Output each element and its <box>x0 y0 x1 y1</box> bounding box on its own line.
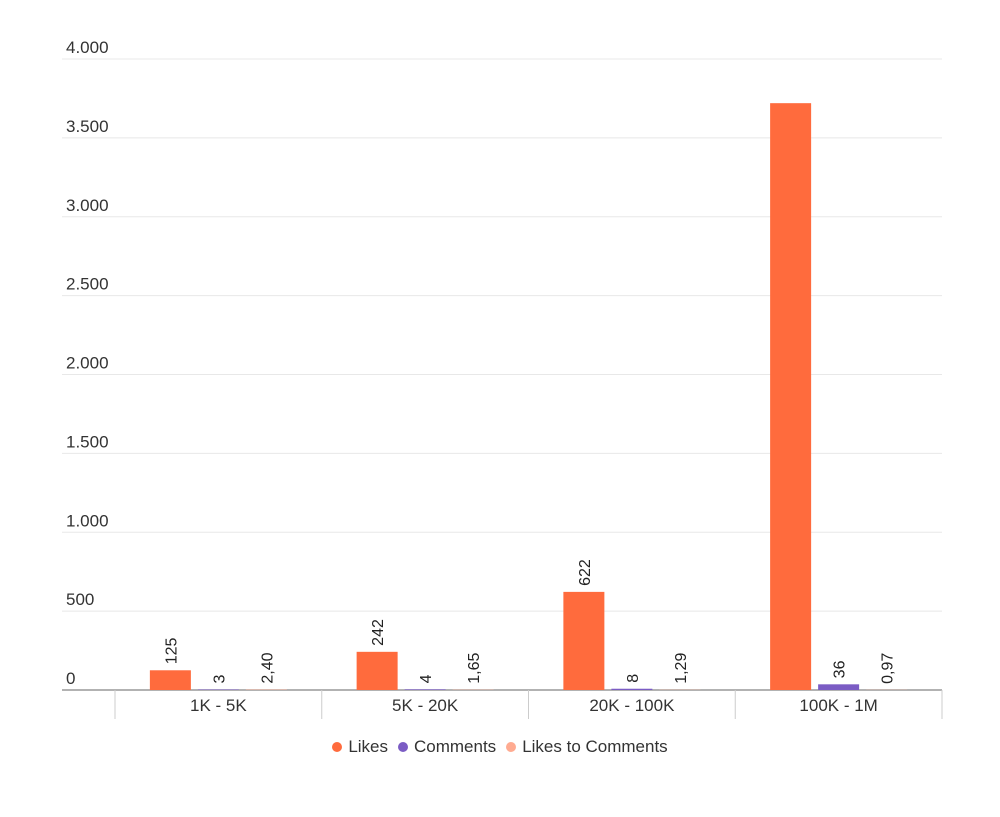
data-label: 36 <box>832 660 849 678</box>
legend-label-likes-to-comments: Likes to Comments <box>522 737 668 756</box>
legend-label-comments: Comments <box>414 737 497 756</box>
y-tick-label: 500 <box>66 590 94 609</box>
legend-item-comments[interactable]: Comments <box>398 737 496 757</box>
y-tick-label: 3.500 <box>66 117 109 136</box>
data-label: 1,29 <box>673 653 690 684</box>
legend-label-likes: Likes <box>348 737 388 756</box>
y-tick-label: 0 <box>66 669 75 688</box>
bar <box>404 689 446 690</box>
bar <box>818 684 860 690</box>
legend: Likes Comments Likes to Comments <box>0 737 1000 757</box>
data-label: 2,40 <box>259 652 276 683</box>
data-label: 1,65 <box>466 652 483 683</box>
y-tick-label: 2.000 <box>66 354 109 373</box>
y-tick-label: 1.500 <box>66 432 109 451</box>
legend-item-likes[interactable]: Likes <box>332 737 388 757</box>
data-label: 8 <box>625 674 642 683</box>
data-label: 3 <box>211 675 228 684</box>
y-tick-label: 4.000 <box>66 38 109 57</box>
y-tick-label: 3.000 <box>66 196 109 215</box>
legend-swatch-comments <box>398 742 408 752</box>
x-tick-label: 5K - 20K <box>392 696 459 715</box>
data-label: 622 <box>577 559 594 586</box>
y-tick-label: 1.000 <box>66 511 109 530</box>
x-tick-label: 20K - 100K <box>589 696 675 715</box>
bar <box>563 591 605 690</box>
x-tick-label: 1K - 5K <box>190 696 247 715</box>
x-tick-label: 100K - 1M <box>799 696 877 715</box>
legend-swatch-likes <box>332 742 343 752</box>
data-label: 125 <box>163 637 180 664</box>
data-label: 4 <box>418 674 435 683</box>
legend-swatch-likes-to-comments <box>506 742 517 752</box>
data-label: 242 <box>370 619 387 646</box>
bar <box>356 651 398 690</box>
data-label: 0,97 <box>880 653 897 684</box>
y-tick-label: 2.500 <box>66 275 109 294</box>
bar <box>770 103 812 691</box>
legend-item-likes-to-comments[interactable]: Likes to Comments <box>506 737 668 757</box>
bar-chart: 0 500 1.000 1.500 2.000 2.500 3.000 3.500 4.000 1… <box>62 38 943 719</box>
bar <box>149 670 191 690</box>
bar <box>611 688 653 690</box>
